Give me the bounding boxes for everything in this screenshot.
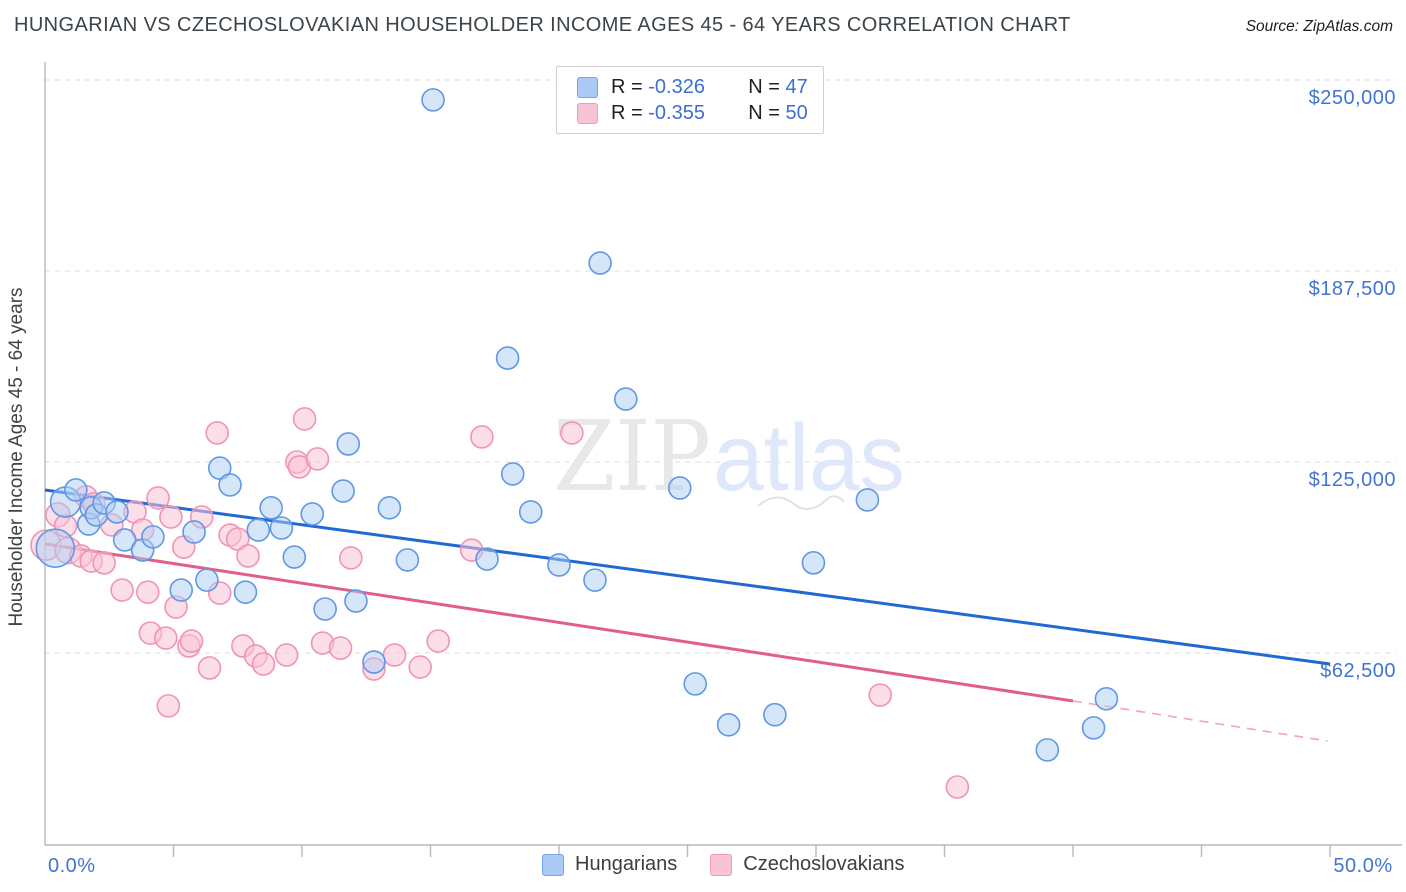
- scatter-point-hungarians[interactable]: [269, 516, 294, 540]
- scatter-point-czechoslovakians[interactable]: [868, 683, 893, 707]
- scatter-point-hungarians[interactable]: [105, 500, 129, 524]
- scatter-point-czechoslovakians[interactable]: [146, 486, 170, 510]
- scatter-point-hungarians[interactable]: [395, 548, 420, 572]
- scatter-point-hungarians[interactable]: [344, 589, 368, 613]
- scatter-point-czechoslovakians[interactable]: [197, 656, 222, 680]
- y-tick-label: $62,500: [1320, 660, 1396, 682]
- scatter-point-hungarians[interactable]: [763, 702, 787, 727]
- scatter-point-hungarians[interactable]: [547, 553, 571, 577]
- scatter-point-hungarians[interactable]: [801, 551, 826, 575]
- scatter-point-hungarians[interactable]: [64, 478, 88, 502]
- r-value: -0.326: [648, 75, 705, 98]
- scatter-point-hungarians[interactable]: [614, 387, 638, 411]
- legend-label: Hungarians: [575, 853, 678, 875]
- trend-line-czechoslovakians-extrapolated: [1072, 700, 1328, 742]
- n-label: N =: [748, 75, 786, 98]
- scatter-point-hungarians[interactable]: [331, 479, 355, 503]
- scatter-point-czechoslovakians[interactable]: [470, 425, 494, 449]
- watermark-flourish: [757, 495, 845, 510]
- r-label: R =: [611, 101, 649, 124]
- legend-item-hungarians: Hungarians: [542, 853, 677, 876]
- x-min-label: 0.0%: [48, 855, 96, 877]
- scatter-point-hungarians[interactable]: [182, 520, 206, 544]
- scatter-point-hungarians[interactable]: [583, 568, 607, 592]
- scatter-point-czechoslovakians[interactable]: [339, 546, 363, 570]
- scatter-point-czechoslovakians[interactable]: [153, 626, 178, 650]
- r-value: -0.355: [648, 101, 705, 124]
- scatter-point-hungarians[interactable]: [683, 672, 708, 696]
- czechoslovakians-swatch-icon: [577, 102, 598, 124]
- scatter-point-czechoslovakians[interactable]: [205, 421, 229, 445]
- r-label: R =: [611, 75, 649, 98]
- scatter-point-czechoslovakians[interactable]: [382, 643, 407, 667]
- correlation-legend: R = -0.326 N = 47 R = -0.355 N = 50: [556, 66, 824, 134]
- trend-line-czechoslovakians: [44, 542, 1074, 703]
- scatter-point-hungarians[interactable]: [495, 346, 520, 370]
- scatter-point-hungarians[interactable]: [259, 496, 283, 520]
- series-legend: Hungarians Czechoslovakians: [542, 853, 905, 876]
- scatter-point-czechoslovakians[interactable]: [159, 505, 183, 529]
- scatter-point-czechoslovakians[interactable]: [426, 629, 451, 653]
- scatter-point-hungarians[interactable]: [1081, 716, 1106, 740]
- scatter-point-hungarians[interactable]: [336, 432, 361, 456]
- scatter-point-czechoslovakians[interactable]: [274, 643, 299, 667]
- n-label: N =: [748, 101, 786, 124]
- scatter-point-czechoslovakians[interactable]: [251, 652, 276, 676]
- legend-label: Czechoslovakians: [743, 853, 905, 875]
- page-title: HUNGARIAN VS CZECHOSLOVAKIAN HOUSEHOLDER…: [14, 14, 1071, 36]
- scatter-point-hungarians[interactable]: [1035, 738, 1060, 762]
- scatter-point-czechoslovakians[interactable]: [110, 578, 134, 602]
- scatter-point-czechoslovakians[interactable]: [92, 551, 116, 575]
- scatter-point-hungarians[interactable]: [233, 580, 258, 604]
- scatter-point-czechoslovakians[interactable]: [305, 447, 330, 471]
- y-axis-title: Householder Income Ages 45 - 64 years: [6, 287, 27, 627]
- scatter-point-czechoslovakians[interactable]: [136, 580, 160, 604]
- scatter-point-czechoslovakians[interactable]: [560, 421, 584, 445]
- scatter-point-hungarians[interactable]: [313, 597, 337, 621]
- czechoslovakians-swatch-icon: [710, 853, 733, 876]
- scatter-point-hungarians[interactable]: [716, 713, 741, 737]
- scatter-point-hungarians[interactable]: [195, 568, 219, 592]
- y-tick-label: $187,500: [1309, 278, 1396, 300]
- scatter-point-hungarians[interactable]: [169, 578, 194, 602]
- scatter-point-czechoslovakians[interactable]: [328, 636, 353, 660]
- scatter-point-czechoslovakians[interactable]: [225, 527, 250, 551]
- hungarians-swatch-icon: [542, 853, 564, 876]
- scatter-point-czechoslovakians[interactable]: [945, 775, 970, 799]
- x-max-label: 50.0%: [1333, 855, 1392, 877]
- scatter-point-hungarians[interactable]: [362, 650, 386, 674]
- legend-item-czechoslovakians: Czechoslovakians: [710, 853, 905, 876]
- scatter-point-hungarians[interactable]: [112, 528, 137, 552]
- scatter-point-hungarians[interactable]: [218, 473, 242, 497]
- scatter-point-hungarians[interactable]: [141, 525, 165, 549]
- scatter-point-hungarians[interactable]: [421, 88, 445, 112]
- scatter-point-hungarians[interactable]: [855, 488, 880, 512]
- scatter-point-czechoslovakians[interactable]: [179, 629, 204, 653]
- scatter-point-hungarians[interactable]: [377, 496, 402, 520]
- n-value: 50: [785, 101, 808, 124]
- scatter-point-hungarians[interactable]: [35, 528, 76, 568]
- scatter-point-hungarians[interactable]: [475, 547, 499, 571]
- scatter-point-czechoslovakians[interactable]: [292, 407, 317, 431]
- scatter-point-hungarians[interactable]: [500, 462, 525, 486]
- scatter-point-czechoslovakians[interactable]: [156, 694, 181, 718]
- scatter-point-hungarians[interactable]: [1094, 687, 1119, 711]
- scatter-point-czechoslovakians[interactable]: [408, 655, 433, 679]
- scatter-point-hungarians[interactable]: [207, 456, 232, 480]
- source-attribution: Source: ZipAtlas.com: [1245, 18, 1393, 35]
- scatter-point-czechoslovakians[interactable]: [236, 544, 260, 568]
- scatter-point-hungarians[interactable]: [300, 502, 325, 526]
- y-tick-label: $250,000: [1309, 87, 1396, 109]
- hungarians-swatch-icon: [577, 76, 598, 98]
- scatter-point-hungarians[interactable]: [588, 251, 612, 275]
- scatter-point-hungarians[interactable]: [282, 545, 307, 569]
- legend-row-hungarians: R = -0.326 N = 47: [577, 74, 823, 100]
- y-tick-label: $125,000: [1309, 469, 1396, 491]
- scatter-point-hungarians[interactable]: [667, 476, 692, 500]
- scatter-point-hungarians[interactable]: [518, 500, 543, 524]
- scatter-point-hungarians[interactable]: [246, 518, 271, 542]
- n-value: 47: [785, 75, 808, 98]
- legend-row-czechoslovakians: R = -0.355 N = 50: [577, 100, 823, 126]
